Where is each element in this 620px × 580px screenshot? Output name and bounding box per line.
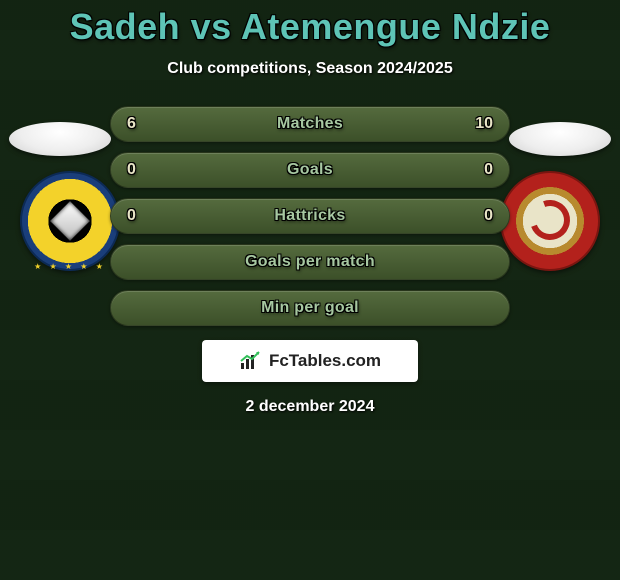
- stat-row: 0 Hattricks 0: [110, 198, 510, 234]
- subtitle: Club competitions, Season 2024/2025: [0, 60, 620, 78]
- stat-row: 0 Goals 0: [110, 152, 510, 188]
- stat-right-value: 0: [484, 207, 493, 225]
- stat-row: Goals per match: [110, 244, 510, 280]
- stat-left-value: 6: [127, 115, 136, 133]
- stat-label: Hattricks: [274, 207, 345, 225]
- stat-label: Matches: [277, 115, 343, 133]
- date-text: 2 december 2024: [0, 398, 620, 416]
- stat-row: 6 Matches 10: [110, 106, 510, 142]
- watermark-text: FcTables.com: [269, 351, 381, 371]
- player-right-avatar: [509, 122, 611, 156]
- stat-left-value: 0: [127, 161, 136, 179]
- stat-row: Min per goal: [110, 290, 510, 326]
- stat-label: Goals per match: [245, 253, 375, 271]
- watermark: FcTables.com: [202, 340, 418, 382]
- club-badge-right: [500, 171, 600, 271]
- stat-right-value: 0: [484, 161, 493, 179]
- player-left-avatar: [9, 122, 111, 156]
- diamond-icon: [50, 201, 90, 241]
- stats-list: 6 Matches 10 0 Goals 0 0 Hattricks 0 Goals per ma…: [110, 106, 510, 326]
- stat-label: Min per goal: [261, 299, 359, 317]
- bar-chart-icon: [239, 351, 263, 371]
- stat-left-value: 0: [127, 207, 136, 225]
- swirl-icon: [523, 193, 576, 246]
- page-title: Sadeh vs Atemengue Ndzie: [0, 0, 620, 48]
- stat-right-value: 10: [475, 115, 493, 133]
- stat-label: Goals: [287, 161, 333, 179]
- club-badge-left: [20, 171, 120, 271]
